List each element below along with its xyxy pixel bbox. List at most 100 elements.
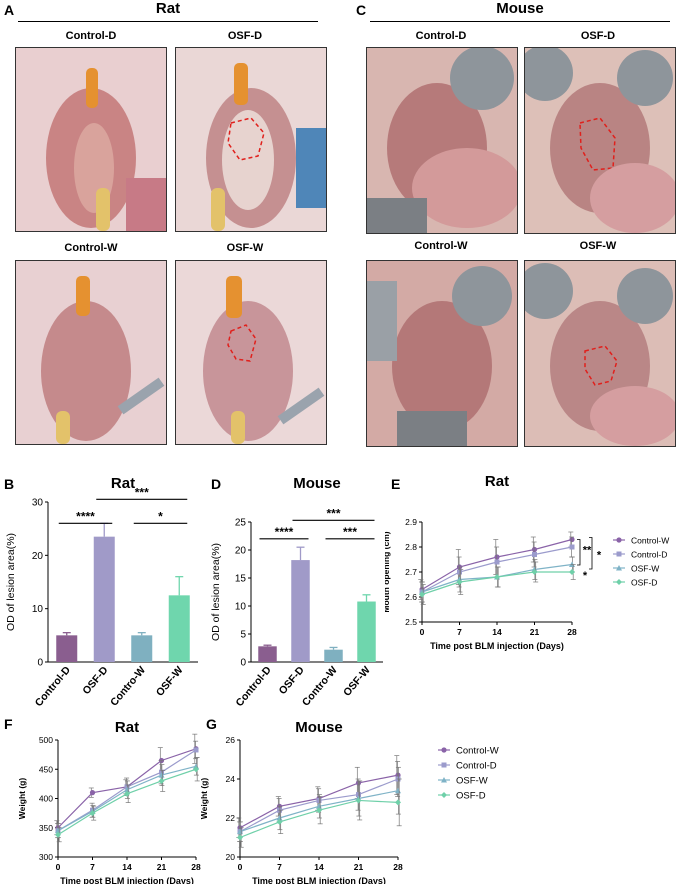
x-tick-label: Control-D xyxy=(233,664,274,709)
x-tick-label: 21 xyxy=(354,862,364,872)
x-tick-label: 7 xyxy=(277,862,282,872)
legend-marker xyxy=(441,777,447,783)
y-tick-label: 0 xyxy=(37,658,43,669)
legend-label: OSF-D xyxy=(631,578,657,588)
significance-label: *** xyxy=(343,525,357,539)
x-axis-label: Time post BLM injection (Days) xyxy=(252,876,386,884)
x-axis-label: Time post BLM injection (Days) xyxy=(60,876,194,884)
y-tick-label: 5 xyxy=(240,630,246,641)
rat-header-rule xyxy=(18,21,318,22)
y-tick-label: 25 xyxy=(235,518,247,529)
x-tick-label: Contro-W xyxy=(300,664,340,708)
rat-control-w-label: Control-W xyxy=(64,242,118,254)
bar-contro-w xyxy=(131,635,153,662)
data-point xyxy=(316,797,322,803)
legend-marker xyxy=(441,792,447,798)
legend-marker xyxy=(616,537,622,543)
mouse-control-w-label: Control-W xyxy=(414,240,468,252)
y-tick-label: 30 xyxy=(32,498,44,509)
y-tick-label: 0 xyxy=(240,658,246,669)
panel-letter-c: C xyxy=(356,2,367,18)
x-tick-label: 28 xyxy=(567,627,577,637)
series-line-control-d xyxy=(421,546,573,593)
x-tick-label: 0 xyxy=(420,627,425,637)
x-tick-label: 14 xyxy=(122,862,132,872)
chart-title: Mouse xyxy=(295,719,343,736)
mouse-osf-w-label: OSF-W xyxy=(579,240,617,252)
y-tick-label: 2.6 xyxy=(405,592,417,602)
x-tick-label: OSF-W xyxy=(341,664,373,699)
data-point xyxy=(158,777,165,784)
data-point xyxy=(276,818,283,825)
data-point xyxy=(531,569,538,575)
y-axis-label: OD of lesion area(%) xyxy=(5,533,17,631)
rat-osf-d-photo xyxy=(175,47,327,232)
legend-marker xyxy=(616,551,622,557)
y-tick-label: 24 xyxy=(226,774,236,784)
data-point xyxy=(456,579,463,585)
panel-letter-f: F xyxy=(4,716,13,732)
significance-label: *** xyxy=(135,485,149,499)
y-tick-label: 350 xyxy=(39,823,53,833)
bar-control-d xyxy=(258,646,277,662)
data-point xyxy=(569,569,575,575)
mouse-header: Mouse xyxy=(496,0,544,17)
panel-letter-d: D xyxy=(211,476,222,492)
y-tick-label: 2.9 xyxy=(405,517,417,527)
significance-label: * xyxy=(583,570,588,582)
bar-control-d xyxy=(56,635,78,662)
legend-label: Control-W xyxy=(631,536,669,546)
data-point xyxy=(395,799,401,806)
bar-osf-d xyxy=(93,536,115,662)
y-tick-label: 10 xyxy=(32,604,44,615)
data-point xyxy=(494,559,500,565)
y-axis-label: Weight (g) xyxy=(17,778,27,820)
significance-label: **** xyxy=(76,509,95,523)
data-point xyxy=(89,810,96,817)
x-tick-label: 21 xyxy=(157,862,167,872)
mouse-control-d-label: Control-D xyxy=(415,30,467,42)
significance-label: * xyxy=(597,549,602,561)
x-tick-label: OSF-D xyxy=(277,664,307,697)
legend-marker xyxy=(616,565,622,571)
data-point xyxy=(532,552,537,557)
chart-title: Rat xyxy=(111,475,135,492)
mouse-control-d-photo xyxy=(366,47,518,234)
data-point xyxy=(395,772,401,778)
x-tick-label: 28 xyxy=(393,862,403,872)
chart-title: Rat xyxy=(115,719,139,736)
data-point xyxy=(193,747,199,753)
y-tick-label: 15 xyxy=(235,574,247,585)
x-tick-label: 14 xyxy=(314,862,324,872)
panel-letter-b: B xyxy=(4,476,15,492)
rat-osf-d-label: OSF-D xyxy=(227,30,263,42)
y-axis-label: OD of lesion area(%) xyxy=(210,543,222,641)
data-point xyxy=(124,790,130,797)
data-point xyxy=(355,797,362,804)
panel-letter-a: A xyxy=(4,2,15,18)
series-line-osf-d xyxy=(57,768,197,836)
rat-control-w-photo xyxy=(15,260,167,445)
y-tick-label: 20 xyxy=(235,546,247,557)
significance-label: **** xyxy=(275,525,294,539)
x-tick-label: 28 xyxy=(191,862,201,872)
y-tick-label: 26 xyxy=(226,735,236,745)
y-axis-label: Mouth opening (cm) xyxy=(385,531,391,612)
chart-d: Mouse 0 5 10 15 20 25 OD of lesion area(%) Contr… xyxy=(210,475,383,709)
data-point xyxy=(457,569,462,575)
significance-label: *** xyxy=(326,506,340,520)
data-point xyxy=(395,787,401,794)
data-point xyxy=(531,546,538,553)
y-tick-label: 300 xyxy=(39,852,53,862)
significance-label: * xyxy=(158,509,163,523)
legend-label: Control-D xyxy=(631,550,667,560)
panel-letter-g: G xyxy=(206,716,217,732)
chart-title: Mouse xyxy=(293,475,341,492)
data-point xyxy=(494,554,500,560)
mouse-osf-d-label: OSF-D xyxy=(580,30,616,42)
legend-marker xyxy=(441,747,447,753)
rat-header: Rat xyxy=(155,0,181,17)
x-tick-label: Contro-W xyxy=(108,664,148,708)
data-point xyxy=(55,831,61,838)
